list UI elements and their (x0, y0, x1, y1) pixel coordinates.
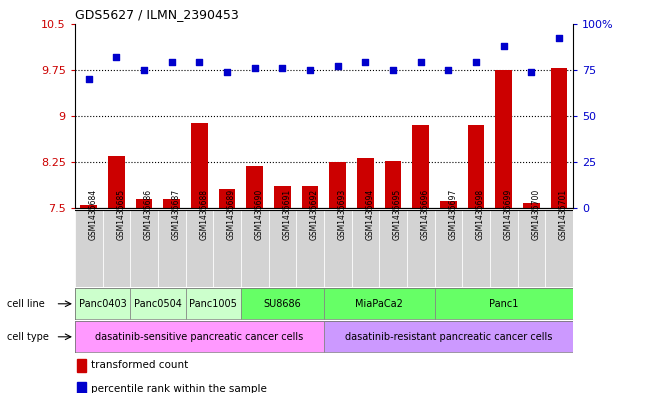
Point (415, 59, 426, 66)
Text: GSM1435696: GSM1435696 (421, 189, 430, 240)
Bar (274, 185, 290, 393)
Text: GSM1435697: GSM1435697 (449, 189, 458, 240)
Point (305, 67, 315, 73)
Bar (246, 166, 263, 393)
Text: GSM1435693: GSM1435693 (338, 189, 347, 240)
Point (167, 59, 177, 66)
Bar (301, 185, 318, 393)
Bar (75, 321, 324, 352)
Bar (523, 203, 540, 393)
Point (333, 63, 343, 69)
Text: Panc0403: Panc0403 (79, 299, 126, 309)
Bar (352, 210, 379, 287)
Text: GSM1435699: GSM1435699 (504, 189, 513, 240)
Text: GSM1435695: GSM1435695 (393, 189, 402, 240)
Text: cell type: cell type (7, 332, 48, 342)
Point (139, 67, 149, 73)
Bar (75, 210, 103, 287)
Text: Panc1: Panc1 (489, 299, 518, 309)
Text: GSM1435691: GSM1435691 (283, 189, 292, 240)
Bar (77, 382, 87, 393)
Bar (407, 210, 435, 287)
Bar (435, 210, 462, 287)
Point (83, 76, 94, 82)
Bar (268, 210, 296, 287)
Bar (186, 288, 241, 319)
Bar (213, 210, 241, 287)
Bar (518, 210, 545, 287)
Text: Panc1005: Panc1005 (189, 299, 237, 309)
Bar (467, 125, 484, 393)
Text: GSM1435687: GSM1435687 (172, 189, 181, 240)
Text: GSM1435689: GSM1435689 (227, 189, 236, 240)
Text: GSM1435692: GSM1435692 (310, 189, 319, 240)
Point (222, 68, 232, 75)
Bar (135, 199, 152, 393)
Text: dasatinib-resistant pancreatic cancer cells: dasatinib-resistant pancreatic cancer ce… (344, 332, 552, 342)
Text: Panc0504: Panc0504 (134, 299, 182, 309)
Bar (385, 161, 401, 393)
Bar (545, 210, 573, 287)
Bar (551, 68, 567, 393)
Point (249, 65, 260, 71)
Bar (163, 199, 180, 393)
Point (443, 67, 454, 73)
Bar (103, 210, 130, 287)
Bar (296, 210, 324, 287)
Bar (462, 210, 490, 287)
Text: GSM1435686: GSM1435686 (144, 189, 153, 240)
Bar (186, 210, 213, 287)
Bar (324, 288, 435, 319)
Text: GSM1435685: GSM1435685 (117, 189, 126, 240)
Text: GSM1435694: GSM1435694 (365, 189, 374, 240)
Text: GDS5627 / ILMN_2390453: GDS5627 / ILMN_2390453 (75, 8, 239, 21)
Bar (219, 189, 235, 393)
Point (499, 42, 509, 49)
Point (526, 68, 536, 75)
Bar (108, 156, 125, 393)
Text: GSM1435688: GSM1435688 (199, 189, 208, 240)
Text: GSM1435684: GSM1435684 (89, 189, 98, 240)
Bar (357, 158, 374, 393)
Point (277, 65, 288, 71)
Text: transformed count: transformed count (91, 360, 189, 370)
Bar (329, 162, 346, 393)
Point (360, 59, 370, 66)
Bar (490, 210, 518, 287)
Bar (324, 210, 352, 287)
Point (388, 67, 398, 73)
Text: MiaPaCa2: MiaPaCa2 (355, 299, 403, 309)
Bar (81, 205, 97, 393)
Bar (440, 201, 457, 393)
Bar (75, 288, 130, 319)
Text: dasatinib-sensitive pancreatic cancer cells: dasatinib-sensitive pancreatic cancer ce… (95, 332, 303, 342)
Bar (324, 321, 573, 352)
Bar (158, 210, 186, 287)
Point (194, 59, 204, 66)
Text: cell line: cell line (7, 299, 44, 309)
Bar (130, 210, 158, 287)
Bar (435, 288, 573, 319)
Bar (77, 358, 87, 372)
Bar (495, 70, 512, 393)
Bar (191, 123, 208, 393)
Text: GSM1435698: GSM1435698 (476, 189, 485, 240)
Text: GSM1435690: GSM1435690 (255, 189, 264, 240)
Point (471, 59, 481, 66)
Text: percentile rank within the sample: percentile rank within the sample (91, 384, 267, 393)
Text: SU8686: SU8686 (264, 299, 301, 309)
Bar (413, 125, 429, 393)
Bar (379, 210, 407, 287)
Text: GSM1435700: GSM1435700 (531, 189, 540, 240)
Point (554, 35, 564, 42)
Text: GSM1435701: GSM1435701 (559, 189, 568, 240)
Bar (130, 288, 186, 319)
Point (111, 54, 122, 60)
Bar (241, 210, 269, 287)
Bar (241, 288, 324, 319)
